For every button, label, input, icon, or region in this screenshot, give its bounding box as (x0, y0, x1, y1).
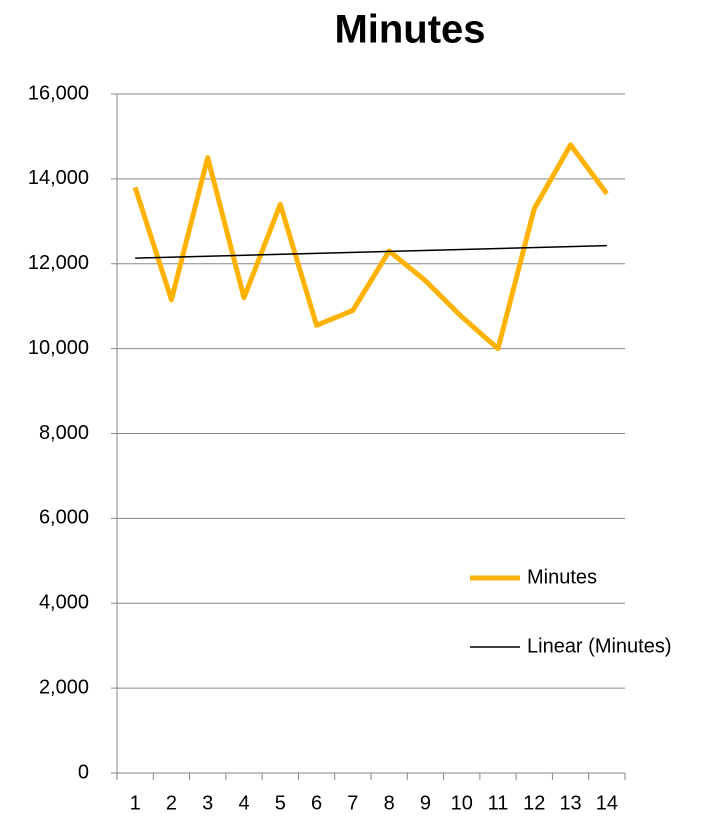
y-tick-label: 10,000 (28, 337, 89, 359)
x-tick-label: 9 (420, 792, 431, 814)
x-tick-label: 14 (596, 792, 618, 814)
y-tick-label: 4,000 (39, 592, 89, 614)
y-tick-label: 16,000 (28, 82, 89, 104)
x-tick-label: 4 (238, 792, 249, 814)
x-tick-label: 10 (451, 792, 473, 814)
legend-label: Minutes (527, 566, 597, 588)
y-tick-label: 8,000 (39, 422, 89, 444)
x-tick-label: 12 (523, 792, 545, 814)
x-tick-label: 6 (311, 792, 322, 814)
chart-title: Minutes (334, 8, 485, 52)
y-tick-label: 2,000 (39, 676, 89, 698)
trendline (135, 244, 607, 259)
y-tick-label: 14,000 (28, 167, 89, 189)
y-tick-label: 0 (78, 761, 89, 783)
x-tick-label: 2 (166, 792, 177, 814)
x-tick-label: 5 (275, 792, 286, 814)
x-tick-label: 1 (130, 792, 141, 814)
x-tick-label: 13 (559, 792, 581, 814)
legend-label: Linear (Minutes) (527, 635, 672, 657)
y-tick-label: 6,000 (39, 507, 89, 529)
x-tick-label: 3 (202, 792, 213, 814)
y-tick-label: 12,000 (28, 252, 89, 274)
x-tick-label: 11 (488, 792, 509, 814)
x-tick-label: 7 (347, 792, 358, 814)
line (132, 142, 609, 352)
x-tick-label: 8 (384, 792, 395, 814)
